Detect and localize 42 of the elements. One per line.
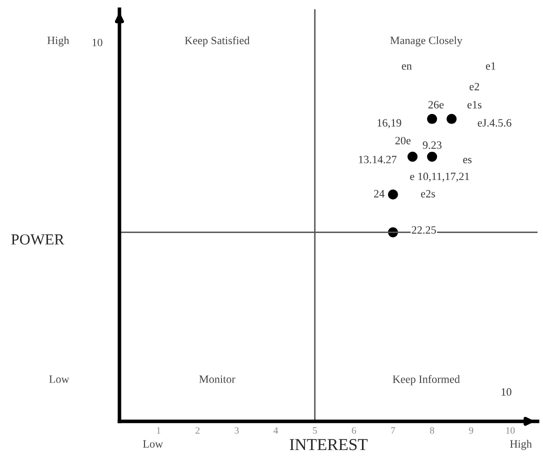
annotation: 24 [374,190,384,198]
point [388,189,398,200]
point [407,152,418,162]
text: Manage Closely [390,36,462,46]
text: Low [49,376,70,383]
annotation: 16,19 [378,119,402,128]
annotation: eJ.4.5.6 [478,119,512,127]
point [446,114,457,124]
annotation: es [463,158,472,164]
x-tick-label: 8 [430,427,434,434]
annotation: e2s [421,190,436,198]
x-axis-title: INTEREST [290,439,368,450]
annotation: Monitor [199,375,236,383]
text: Low [143,440,164,448]
x-tick-label: 10 [506,427,515,434]
point [427,152,438,162]
point [427,114,438,124]
text: 10 [92,38,102,46]
y-axis-title: POWER [11,234,64,245]
annotation: 22.25 [412,226,436,234]
text: e1 [486,62,496,70]
text: e1s [467,101,482,108]
x-tick-label: 1 [156,427,160,434]
annotation: Keep Informed [392,375,460,386]
x-tick-label: 9 [469,427,474,434]
x-tick-label: 3 [234,427,239,434]
text: High [510,440,532,450]
x-tick-label: 4 [274,427,278,434]
text: 26e [428,101,444,108]
annotation: 10 [502,388,512,396]
text: en [402,64,412,70]
x-tick-label: 5 [312,427,317,434]
x-tick-label: 7 [391,427,396,434]
text: Keep Satisfied [184,36,250,46]
x-tick-label: 6 [352,427,356,434]
text: e2 [470,82,480,90]
annotation: 20e [395,136,411,144]
x-tick-label: 2 [196,427,200,434]
annotation: e 10,11,17,21 [410,172,470,182]
text: High [47,36,70,46]
annotation: 9.23 [422,141,442,149]
annotation: 13.14.27 [358,156,397,164]
